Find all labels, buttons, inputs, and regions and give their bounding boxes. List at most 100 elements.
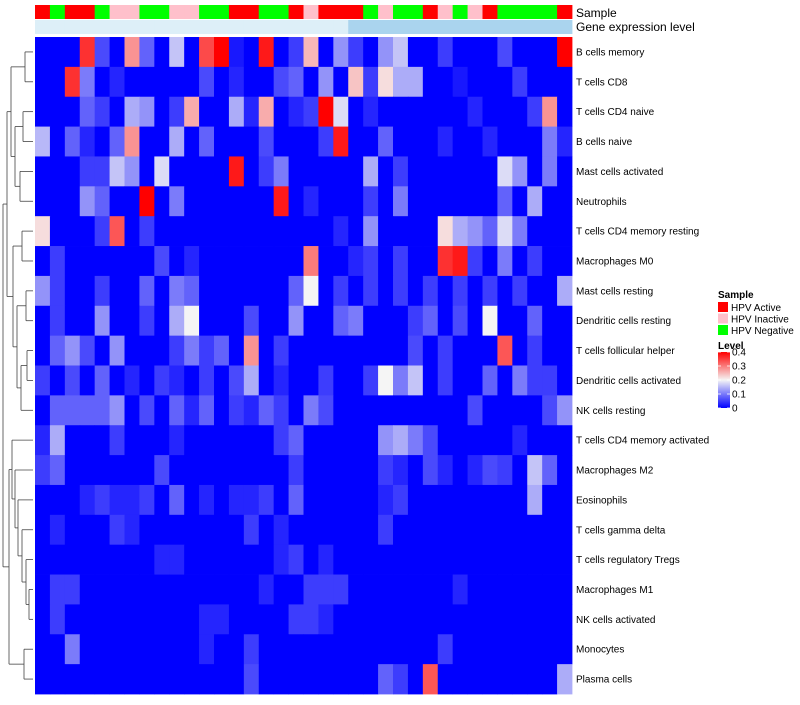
heatmap-cell [527,634,543,665]
heatmap-cell [437,425,454,456]
row-label: B cells memory [576,47,644,58]
heatmap-cell [482,484,498,516]
gene-annotation-cell [363,20,379,34]
heatmap-cell [139,395,155,426]
heatmap-cell [49,66,66,98]
heatmap-cell [94,246,110,277]
heatmap-cell [527,574,543,605]
heatmap-cell [169,484,185,516]
heatmap-cell [49,186,66,217]
heatmap-cell [109,664,125,695]
heatmap-cell [422,395,439,426]
heatmap-cell [422,634,439,665]
heatmap-cell [79,156,96,187]
heatmap-cell [258,484,275,516]
heatmap-cell [273,66,289,98]
heatmap-cell [184,544,200,575]
heatmap-cell [527,186,543,217]
heatmap-cell [184,66,200,98]
heatmap-cell [124,634,140,665]
heatmap-cell [303,664,319,695]
heatmap-cell [303,365,319,396]
heatmap-cell [363,246,379,277]
heatmap-cell [288,96,304,127]
heatmap-cell [527,395,543,426]
heatmap-cell [184,365,200,396]
heatmap-cell [184,335,200,366]
heatmap-cell [109,455,125,486]
gene-annotation-cell [64,20,81,34]
heatmap-cell [407,156,424,187]
heatmap-cell [184,275,200,307]
heatmap-cell [318,634,334,665]
heatmap-cell [273,305,289,337]
heatmap-cell [64,604,81,635]
heatmap-cell [199,574,215,605]
row-label: T cells CD8 [576,77,628,88]
heatmap-cell [452,455,468,486]
heatmap-cell [303,66,319,98]
sample-annotation-cell [258,5,275,19]
heatmap-cell [497,275,513,307]
heatmap-cell [393,216,409,247]
heatmap-cell [35,305,51,337]
heatmap-cell [482,425,498,456]
heatmap-cell [512,455,528,486]
heatmap-cell [169,275,185,307]
heatmap-cell [288,156,304,187]
heatmap-cell [258,544,275,575]
heatmap-cell [109,305,125,337]
heatmap-cell [273,275,289,307]
heatmap-cell [169,246,185,277]
heatmap-cell [154,574,170,605]
gene-annotation-cell [452,20,468,34]
heatmap-cell [363,37,379,68]
heatmap-cell [363,634,379,665]
heatmap-cell [348,514,364,546]
heatmap-cell [214,37,230,68]
sample-legend-label: HPV Active [731,303,781,314]
heatmap-cell [557,664,573,695]
heatmap-cell [258,186,275,217]
heatmap-cell [109,574,125,605]
level-ticks: 0.4 0.3 0.2 0.1 0 [718,348,746,415]
heatmap-cell [154,425,170,456]
heatmap-cell [154,544,170,575]
heatmap-cell [407,126,424,157]
heatmap-cell [422,156,439,187]
heatmap-cell [378,455,394,486]
heatmap-cell [79,514,96,546]
heatmap-cell [482,216,498,247]
heatmap-cell [318,574,334,605]
heatmap-cell [378,66,394,98]
heatmap-cell [273,186,289,217]
heatmap-cell [437,514,454,546]
heatmap-cell [422,246,439,277]
gene-annotation-cell [467,20,483,34]
heatmap-cell [214,395,230,426]
heatmap-cell [199,96,215,127]
heatmap-cell [393,186,409,217]
heatmap-cell [467,604,483,635]
heatmap-cell [333,514,349,546]
row-label: T cells CD4 memory resting [576,227,699,238]
heatmap-cell [393,604,409,635]
heatmap-cell [422,335,439,366]
heatmap-cell [467,66,483,98]
heatmap-cell [333,455,349,486]
heatmap-cell [407,544,424,575]
heatmap-cell [184,216,200,247]
heatmap-cell [228,275,245,307]
heatmap-cell [109,66,125,98]
heatmap-cell [422,544,439,575]
heatmap-cell [288,634,304,665]
heatmap-cell [109,544,125,575]
heatmap-cell [273,425,289,456]
heatmap-cell [482,634,498,665]
heatmap-cell [288,305,304,337]
heatmap-cell [378,395,394,426]
heatmap-cell [64,365,81,396]
heatmap-cell [378,246,394,277]
heatmap-cell [64,544,81,575]
heatmap-cell [542,126,558,157]
